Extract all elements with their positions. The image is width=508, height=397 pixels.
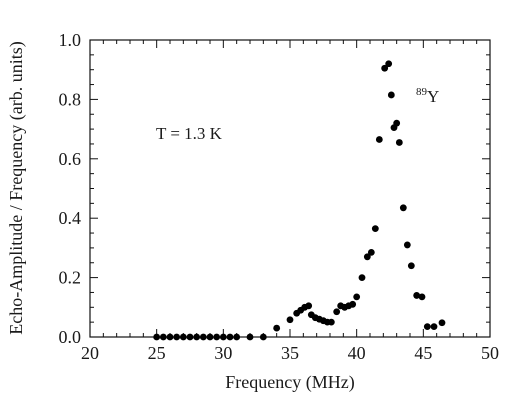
data-point bbox=[385, 60, 393, 68]
y-tick-label: 0.0 bbox=[59, 327, 82, 347]
data-point bbox=[233, 333, 241, 341]
x-tick-label: 25 bbox=[148, 343, 166, 363]
y-tick-label: 0.8 bbox=[59, 89, 82, 109]
data-point bbox=[363, 253, 371, 261]
x-tick-label: 45 bbox=[414, 343, 432, 363]
data-point bbox=[381, 64, 389, 72]
x-tick-label: 50 bbox=[481, 343, 499, 363]
data-point bbox=[438, 319, 446, 327]
data-point bbox=[259, 333, 267, 341]
data-point bbox=[367, 248, 375, 256]
tick-labels: 20 25 30 35 40 45 50 0.0 0.2 0.4 0.6 0.8 1.0 bbox=[59, 30, 500, 363]
data-point bbox=[403, 241, 411, 249]
data-point bbox=[395, 139, 403, 146]
data-point bbox=[153, 333, 161, 341]
y-tick-label: 0.2 bbox=[59, 268, 82, 288]
nucleus-annotation: 89Y bbox=[416, 86, 439, 106]
data-point bbox=[358, 274, 366, 281]
data-point bbox=[399, 204, 407, 212]
data-point bbox=[273, 324, 281, 332]
data-point bbox=[375, 136, 383, 143]
y-tick-label: 1.0 bbox=[59, 30, 82, 50]
data-point bbox=[371, 225, 379, 232]
data-point bbox=[173, 333, 181, 341]
data-point bbox=[413, 292, 421, 299]
data-point bbox=[166, 333, 174, 341]
data-point bbox=[327, 318, 335, 326]
data-point bbox=[430, 323, 438, 331]
nucleus-mass-superscript: 89 bbox=[416, 86, 428, 98]
y-tick-label: 0.4 bbox=[59, 208, 82, 228]
data-point bbox=[206, 333, 214, 341]
data-point bbox=[159, 333, 167, 341]
data-point bbox=[353, 293, 361, 301]
data-point bbox=[193, 333, 201, 341]
data-point bbox=[305, 302, 313, 310]
data-point bbox=[407, 262, 415, 270]
x-tick-label: 35 bbox=[281, 343, 299, 363]
data-point bbox=[213, 333, 221, 341]
data-point bbox=[226, 333, 234, 341]
nucleus-symbol: Y bbox=[427, 87, 439, 106]
data-point bbox=[186, 333, 194, 341]
y-axis-label: Echo-Amplitude / Frequency (arb. units) bbox=[6, 41, 27, 334]
data-point bbox=[199, 333, 207, 341]
data-point bbox=[246, 333, 254, 341]
data-point bbox=[286, 316, 294, 324]
data-point bbox=[393, 119, 401, 127]
data-point bbox=[349, 300, 357, 308]
data-point bbox=[333, 308, 341, 316]
x-tick-label: 30 bbox=[214, 343, 232, 363]
data-point bbox=[219, 333, 227, 341]
x-axis-label: Frequency (MHz) bbox=[225, 372, 354, 393]
x-tick-label: 40 bbox=[348, 343, 366, 363]
x-tick-label: 20 bbox=[81, 343, 99, 363]
data-points bbox=[153, 60, 446, 341]
data-point bbox=[423, 323, 431, 331]
data-point bbox=[179, 333, 187, 341]
y-tick-label: 0.6 bbox=[59, 149, 82, 169]
axis-ticks bbox=[89, 39, 491, 338]
temperature-annotation: T = 1.3 K bbox=[156, 124, 223, 143]
data-point bbox=[418, 293, 426, 301]
data-point bbox=[387, 91, 395, 99]
plot-frame bbox=[89, 39, 491, 338]
